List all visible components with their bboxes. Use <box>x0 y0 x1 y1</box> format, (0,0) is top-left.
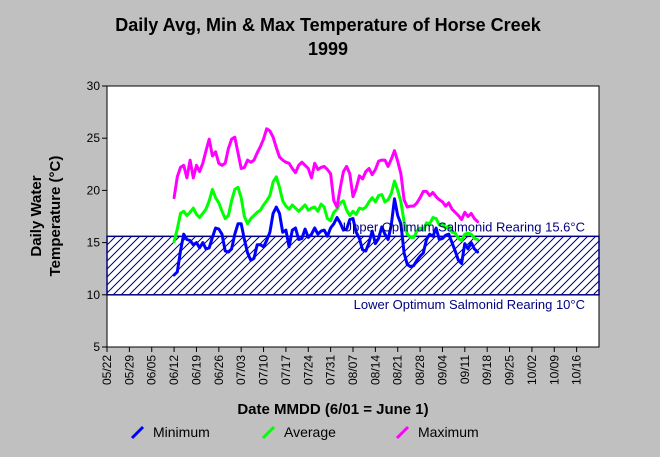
legend-swatch-average <box>261 425 276 440</box>
x-tick-label: 08/21 <box>391 355 405 385</box>
x-tick-label: 08/07 <box>346 355 360 385</box>
x-tick-label: 08/14 <box>368 355 382 385</box>
x-tick-label: 09/11 <box>458 355 472 384</box>
optimum-band <box>106 235 600 296</box>
legend-item-average: Average <box>261 424 336 440</box>
y-tick-label: 15 <box>87 236 101 250</box>
y-tick-label: 20 <box>87 183 101 197</box>
x-tick-label: 06/05 <box>145 355 159 385</box>
series-line-average <box>172 175 480 244</box>
x-tick-label: 10/09 <box>547 355 561 385</box>
legend: Minimum Average Maximum <box>130 424 479 440</box>
y-axis-title-line2: Temperature (°C) <box>47 156 64 277</box>
x-tick-label: 06/19 <box>189 355 203 385</box>
x-tick-label: 10/16 <box>570 355 584 385</box>
series-line-minimum <box>172 197 480 277</box>
plot-area <box>106 85 600 348</box>
legend-label-average: Average <box>284 424 336 440</box>
y-tick-label: 25 <box>87 131 101 145</box>
x-tick-label: 05/22 <box>100 355 114 385</box>
x-tick-label: 09/04 <box>435 355 449 385</box>
x-axis: 05/22 05/29 06/05 06/12 06/19 06/26 07/03 07/10… <box>100 347 584 385</box>
x-tick-label: 06/12 <box>167 355 181 385</box>
x-tick-label: 08/28 <box>413 355 427 385</box>
x-tick-label: 07/17 <box>279 355 293 385</box>
y-axis: 5 10 15 20 25 30 <box>87 79 107 354</box>
x-tick-label: 07/31 <box>324 355 338 385</box>
x-tick-label: 09/18 <box>480 355 494 385</box>
x-tick-label: 05/29 <box>122 355 136 385</box>
chart-title: Daily Avg, Min & Max Temperature of Hors… <box>115 15 541 35</box>
legend-item-maximum: Maximum <box>395 424 479 440</box>
chart-subtitle: 1999 <box>308 39 348 59</box>
x-tick-label: 06/26 <box>212 355 226 385</box>
y-axis-title-line1: Daily Water <box>28 175 45 256</box>
x-axis-title: Date MMDD (6/01 = June 1) <box>237 401 428 418</box>
x-tick-label: 10/02 <box>525 355 539 385</box>
x-tick-label: 07/24 <box>301 355 315 385</box>
lower-optimum-label: Lower Optimum Salmonid Rearing 10°C <box>354 297 585 312</box>
y-tick-label: 5 <box>93 340 100 354</box>
legend-item-minimum: Minimum <box>130 424 210 440</box>
legend-swatch-minimum <box>130 425 145 440</box>
legend-swatch-maximum <box>395 425 410 440</box>
legend-label-maximum: Maximum <box>418 424 479 440</box>
x-tick-label: 09/25 <box>503 355 517 385</box>
x-tick-label: 07/03 <box>234 355 248 385</box>
x-tick-label: 07/10 <box>257 355 271 385</box>
legend-label-minimum: Minimum <box>153 424 210 440</box>
series-layer <box>172 127 480 277</box>
series-line-maximum <box>172 127 480 224</box>
y-tick-label: 10 <box>87 288 101 302</box>
upper-optimum-label: Upper Optimum Salmonid Rearing 15.6°C <box>343 219 585 234</box>
y-tick-label: 30 <box>87 79 101 93</box>
